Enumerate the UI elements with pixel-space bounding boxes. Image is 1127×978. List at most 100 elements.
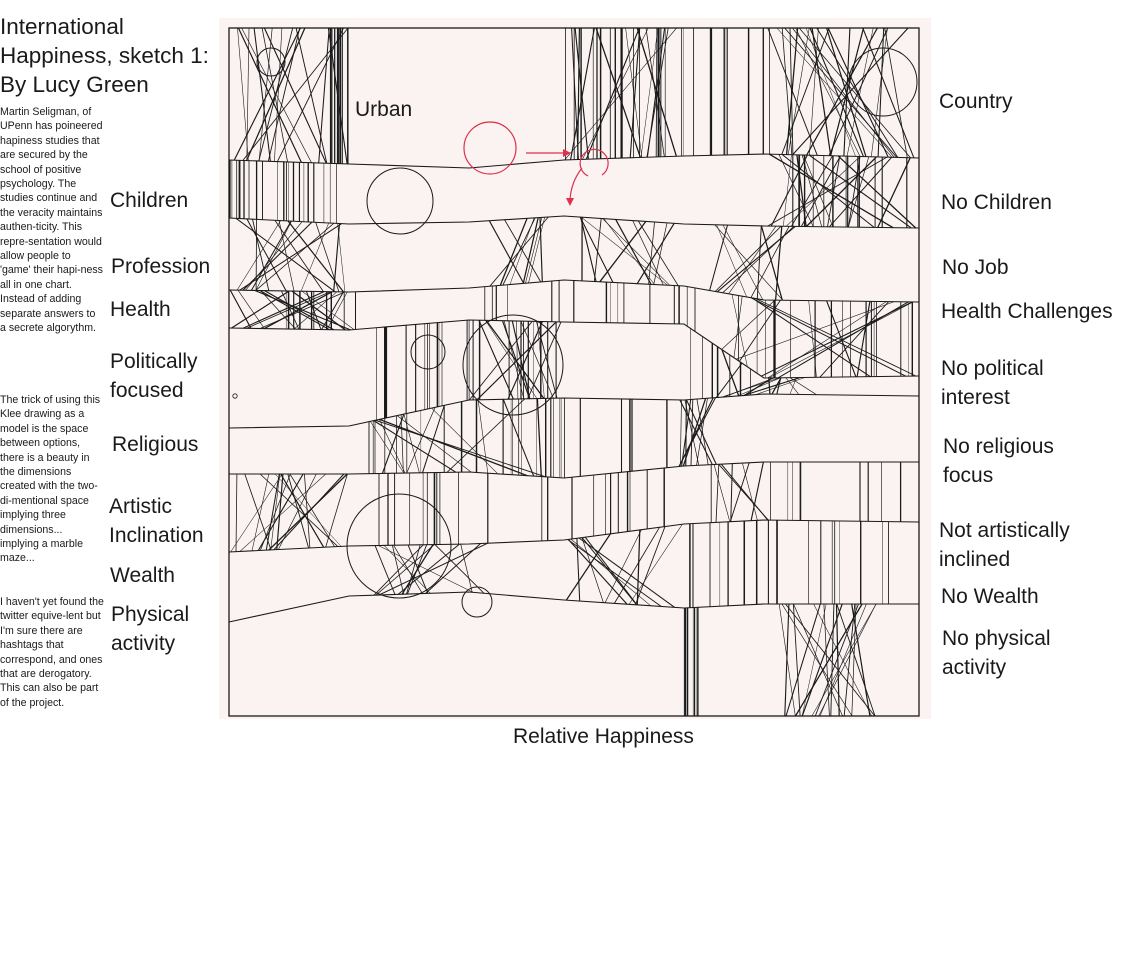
crossing-line <box>242 221 313 291</box>
crossing-line <box>276 473 284 550</box>
crossing-line <box>794 603 863 717</box>
crossing-line <box>653 222 668 285</box>
crossing-line <box>785 603 821 717</box>
crossing-line <box>751 297 871 378</box>
label-artistic-inclination: Artistic Inclination <box>109 492 204 550</box>
crossing-line <box>250 220 292 291</box>
crossing-line <box>595 27 641 158</box>
crossing-line <box>798 27 911 159</box>
paragraph-seligman: Martin Seligman, of UPenn has poineered … <box>0 106 103 335</box>
crossing-line <box>268 473 348 551</box>
crossing-line <box>374 545 396 595</box>
crossing-line <box>229 289 252 329</box>
crossing-line <box>818 603 877 717</box>
drawn-circle <box>462 314 564 416</box>
crossing-line <box>767 27 818 156</box>
label-no-physical-activity: No physical activity <box>942 624 1051 682</box>
title-line-2: Happiness, sketch 1: <box>0 43 209 68</box>
crossing-line <box>632 220 664 286</box>
band-line <box>228 393 920 429</box>
crossing-line <box>255 219 258 291</box>
crossing-line <box>767 301 887 379</box>
crossing-line <box>300 222 329 292</box>
crossing-line <box>813 603 872 717</box>
crossing-line <box>721 299 776 350</box>
band-line <box>228 319 920 379</box>
crossing-line <box>576 538 581 602</box>
label-health-challenges: Health Challenges <box>941 300 1113 323</box>
crossing-line <box>793 603 843 717</box>
crossing-line <box>477 399 489 474</box>
crossing-line <box>836 603 876 717</box>
crossing-line <box>527 321 562 399</box>
crossing-line <box>258 27 294 162</box>
crossing-line <box>750 297 907 377</box>
crossing-line <box>646 27 666 158</box>
crossing-line <box>274 220 324 292</box>
crossing-line <box>750 461 764 521</box>
crossing-line <box>400 414 404 474</box>
crossing-line <box>570 27 595 160</box>
crossing-line <box>722 226 794 294</box>
crossing-line <box>396 415 472 473</box>
crossing-line <box>265 473 280 551</box>
crossing-line <box>289 473 335 547</box>
crossing-line <box>713 464 731 522</box>
crossing-line <box>567 539 662 607</box>
label-no-political-line-2: interest <box>941 386 1010 409</box>
crossing-line <box>242 291 325 329</box>
crossing-line <box>819 603 867 717</box>
crossing-line <box>434 544 485 594</box>
crossing-line <box>851 603 857 717</box>
crossing-line <box>851 603 871 717</box>
label-no-children: No Children <box>941 191 1052 214</box>
sketch-title: International Happiness, sketch 1: By Lu… <box>0 12 215 99</box>
crossing-line <box>501 320 531 399</box>
crossing-line <box>730 463 733 522</box>
crossing-line <box>258 27 273 162</box>
drawn-circle <box>848 47 918 117</box>
crossing-line <box>877 157 911 228</box>
crossing-line <box>760 225 783 301</box>
crossing-line <box>239 223 342 291</box>
crossing-line <box>742 463 758 521</box>
crossing-line <box>604 529 642 603</box>
crossing-line <box>321 291 344 330</box>
red-arrowhead-down <box>566 198 574 206</box>
crossing-line <box>640 27 659 158</box>
vertical-hatching <box>229 28 913 716</box>
crossing-line <box>789 377 817 395</box>
crossing-line <box>504 219 542 283</box>
crossing-line <box>231 290 290 329</box>
crossing-line <box>756 225 762 299</box>
label-no-political-interest: No political interest <box>941 354 1044 412</box>
crossing-line <box>884 27 908 158</box>
crossing-line <box>739 299 781 362</box>
crossing-line <box>819 301 890 378</box>
crossing-line <box>446 398 526 473</box>
crossing-line <box>304 473 311 549</box>
band-line <box>229 461 919 479</box>
label-not-artistic-line-2: inclined <box>939 548 1011 571</box>
crossing-line <box>373 544 424 596</box>
crossing-line <box>499 218 528 286</box>
crossing-line <box>431 407 499 475</box>
crossing-line <box>603 218 655 285</box>
crossing-line <box>709 224 729 291</box>
crossing-line <box>251 473 270 551</box>
label-politically-focused: Politically focused <box>110 347 198 405</box>
crossing-line <box>274 473 342 547</box>
crossing-line <box>318 27 330 164</box>
crossing-line <box>803 154 834 228</box>
crossing-line <box>716 224 747 298</box>
crossing-lines <box>229 27 917 717</box>
crossing-line <box>489 216 549 287</box>
crossing-line <box>241 27 312 163</box>
x-axis-label: Relative Happiness <box>513 725 694 748</box>
crossing-line <box>801 603 843 717</box>
crossing-line <box>871 27 888 157</box>
crossing-line <box>847 156 861 228</box>
crossing-line <box>777 301 909 379</box>
label-no-religious-focus: No religious focus <box>943 432 1054 490</box>
crossing-line <box>776 27 893 158</box>
